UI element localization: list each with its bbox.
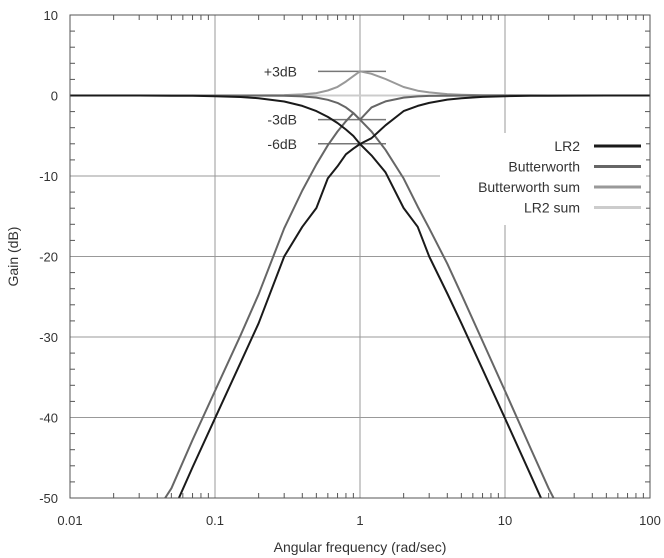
y-axis-title: Gain (dB) <box>5 227 21 287</box>
x-tick-label: 100 <box>639 513 661 528</box>
legend-label: Butterworth sum <box>478 179 580 195</box>
series-line-lr2-highpass <box>177 94 650 498</box>
y-tick-label: -10 <box>39 169 58 184</box>
x-axis-title: Angular frequency (rad/sec) <box>274 539 447 555</box>
grid <box>70 15 650 498</box>
legend-label: Butterworth <box>508 159 580 175</box>
legend-label: LR2 sum <box>524 200 580 216</box>
y-tick-label: 10 <box>44 8 58 23</box>
series-line-lr2-lowpass <box>70 94 543 498</box>
legend-background <box>440 133 646 225</box>
y-tick-label: 0 <box>51 89 58 104</box>
annotations: +3dB -3dB -6dB <box>264 63 386 152</box>
plot-frame <box>69 14 651 499</box>
x-tick-label: 0.1 <box>206 513 224 528</box>
annotation-label: -3dB <box>267 112 297 128</box>
x-tick-label: 10 <box>498 513 512 528</box>
y-tick-label: -20 <box>39 250 58 265</box>
x-tick-label: 0.01 <box>57 513 82 528</box>
legend: LR2 Butterworth Butterworth sum LR2 sum <box>440 133 646 225</box>
x-tick-label: 1 <box>356 513 363 528</box>
annotation-label: +3dB <box>264 63 297 79</box>
y-tick-label: -50 <box>39 491 58 506</box>
y-tick-label: -40 <box>39 411 58 426</box>
series-lines <box>70 70 650 498</box>
legend-label: LR2 <box>554 138 580 154</box>
y-tick-label: -30 <box>39 330 58 345</box>
annotation-label: -6dB <box>267 136 297 152</box>
